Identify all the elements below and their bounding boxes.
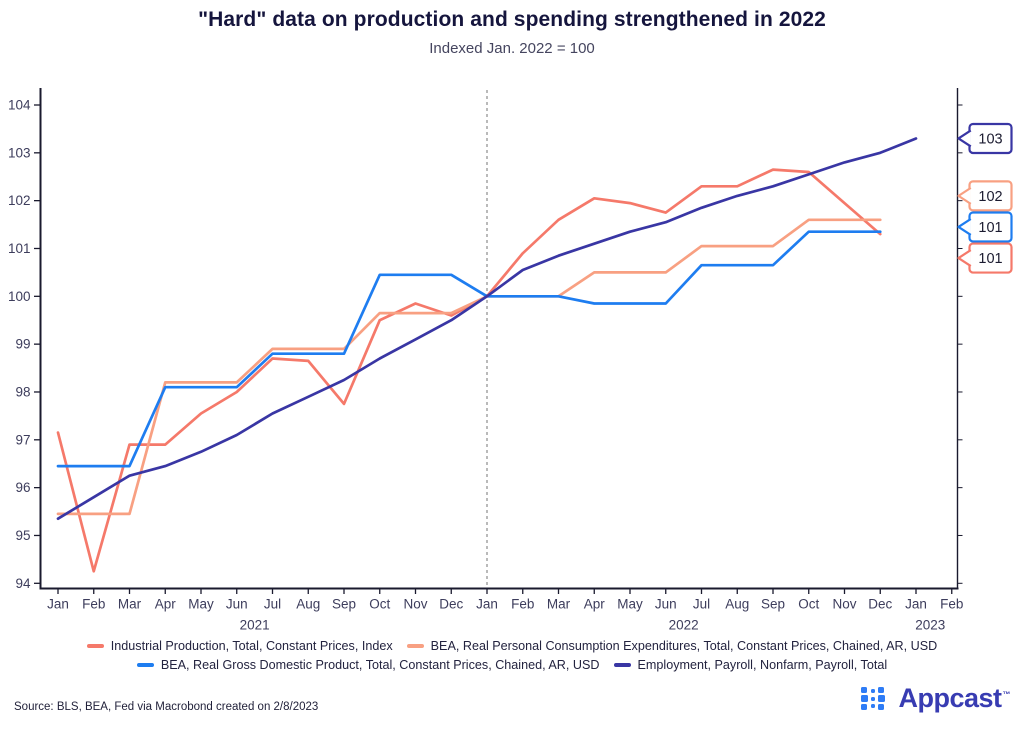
series-line-bea-real-gross-domestic-product-total-co [56,230,882,468]
value-callout: 101 [957,211,1013,243]
appcast-logo: Appcast™ [861,683,1010,714]
legend-label: BEA, Real Gross Domestic Product, Total,… [160,658,600,672]
appcast-logo-icon [861,684,890,713]
legend-item-industrial-production-total-co: Industrial Production, Total, Constant P… [86,639,393,653]
x-tick-label: Jul [693,597,710,612]
legend-color-marker [406,644,424,648]
x-tick-label: Jan [47,597,69,612]
callout-value: 101 [978,220,1002,236]
page-title: "Hard" data on production and spending s… [198,8,826,31]
value-callout: 103 [957,122,1013,155]
appcast-logo-text: Appcast™ [898,683,1011,713]
x-tick-label: Dec [868,597,892,612]
x-tick-label: May [617,597,643,612]
x-tick-label: Aug [725,597,749,612]
x-tick-label: Mar [547,597,571,612]
legend-color-marker [136,663,154,667]
legend-row: BEA, Real Gross Domestic Product, Total,… [136,658,888,672]
y-tick-label: 97 [15,432,30,447]
y-tick-label: 99 [15,337,30,352]
x-tick-label: Feb [511,597,534,612]
series-line-industrial-production-total-constant-pri [56,168,882,573]
legend-color-marker [86,644,104,648]
callout-value: 101 [978,251,1002,267]
series-line-bea-real-personal-consumption-expenditur [56,218,882,516]
y-tick-label: 104 [8,98,31,113]
x-tick-label: Apr [155,597,177,612]
x-tick-label: Mar [118,597,142,612]
legend-label: Industrial Production, Total, Constant P… [110,639,393,653]
x-tick-label: Feb [940,597,963,612]
x-tick-label: Dec [439,597,463,612]
year-label-2022: 2022 [669,618,699,633]
x-tick-label: Oct [798,597,819,612]
legend-item-bea-real-personal-consumption-: BEA, Real Personal Consumption Expenditu… [406,639,938,653]
year-label-2023: 2023 [915,618,945,633]
callout-value: 103 [978,131,1002,147]
legend-color-marker [613,663,631,667]
x-tick-label: Aug [296,597,320,612]
y-tick-label: 103 [8,145,31,160]
trademark-mark: ™ [1002,690,1011,699]
x-tick-label: Jul [264,597,281,612]
value-callout: 101 [957,242,1013,274]
source-note: Source: BLS, BEA, Fed via Macrobond crea… [14,701,319,713]
axes: 94 95 96 97 98 99 100 101 102 103 104 Jan Feb Mar Apr M… [8,88,963,633]
legend-row: Industrial Production, Total, Constant P… [86,639,938,653]
y-tick-label: 101 [8,241,31,256]
y-tick-label: 100 [8,289,31,304]
x-tick-label: Jun [226,597,248,612]
x-tick-label: Jun [655,597,677,612]
value-callout: 102 [957,180,1013,212]
legend-item-employment-payroll-nonfarm-pay: Employment, Payroll, Nonfarm, Payroll, T… [613,658,888,672]
y-tick-label: 94 [15,576,31,591]
x-tick-label: Jan [905,597,927,612]
chart-subtitle: Indexed Jan. 2022 = 100 [429,40,595,57]
y-tick-label: 96 [15,480,30,495]
legend-label: BEA, Real Personal Consumption Expenditu… [430,639,938,653]
x-tick-label: Nov [403,597,427,612]
y-tick-label: 98 [15,384,30,399]
x-tick-label: Sep [761,597,785,612]
x-tick-label: Sep [332,597,356,612]
x-tick-label: Nov [832,597,856,612]
y-tick-label: 95 [15,528,30,543]
x-tick-label: Apr [584,597,606,612]
callout-value: 102 [978,189,1002,205]
chart-legend: Industrial Production, Total, Constant P… [0,639,1024,672]
legend-item-bea-real-gross-domestic-produc: BEA, Real Gross Domestic Product, Total,… [136,658,600,672]
x-tick-label: Jan [476,597,498,612]
year-label-2021: 2021 [240,618,270,633]
y-tick-label: 102 [8,193,31,208]
x-tick-label: Feb [82,597,105,612]
series-line-employment-payroll-nonfarm-payroll-total [56,137,918,521]
legend-label: Employment, Payroll, Nonfarm, Payroll, T… [637,658,888,672]
x-tick-label: Oct [369,597,390,612]
line-chart: 94 95 96 97 98 99 100 101 102 103 104 Jan Feb Mar Apr M… [8,88,1013,633]
x-tick-label: May [188,597,214,612]
